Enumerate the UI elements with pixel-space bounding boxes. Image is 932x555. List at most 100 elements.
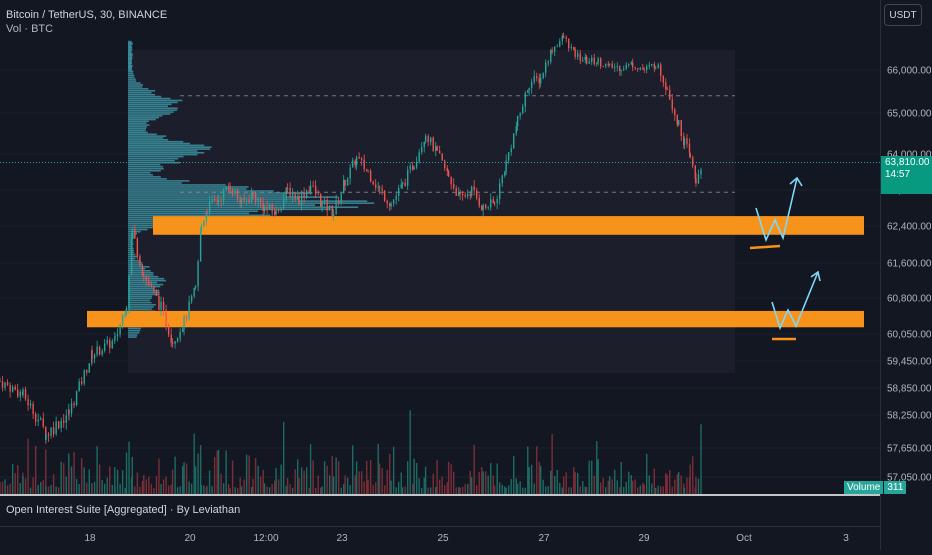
candle-body: [240, 197, 243, 204]
profile-bar: [128, 200, 368, 202]
candle-body: [305, 190, 308, 198]
candle-body: [383, 190, 386, 201]
volume-bar: [50, 485, 52, 494]
profile-bar: [128, 118, 156, 121]
volume-bar: [303, 470, 305, 494]
profile-bar: [128, 99, 183, 102]
price-tick-label: 58,850.00: [887, 384, 932, 395]
volume-bar: [418, 478, 420, 494]
candle-body: [591, 57, 593, 62]
candle-body: [170, 334, 172, 343]
volume-bar: [504, 486, 506, 494]
candle-body: [297, 196, 299, 199]
volume-bar: [692, 456, 694, 494]
time-tick-label: 12:00: [253, 533, 278, 544]
volume-bar: [213, 457, 216, 494]
volume-bar: [620, 461, 622, 494]
candle-body: [266, 206, 268, 210]
volume-bar: [298, 478, 300, 494]
volume-bar: [211, 486, 213, 494]
candle-body: [605, 63, 607, 67]
volume-bar: [344, 475, 346, 494]
volume-bar: [11, 463, 14, 494]
candle-body: [171, 342, 174, 344]
volume-bar: [24, 478, 27, 494]
candle-body: [389, 203, 391, 207]
candle-body: [392, 199, 395, 204]
profile-bar: [128, 165, 164, 168]
candle-body: [452, 184, 455, 189]
candle-body: [686, 138, 688, 144]
time-axis[interactable]: 18 20 12:00 23 25 27 29 Oct 3: [84, 533, 849, 544]
candle-body: [83, 370, 85, 384]
candle-body: [600, 58, 602, 67]
candle-body: [616, 66, 618, 67]
volume-bar: [446, 482, 448, 494]
candle-body: [473, 186, 475, 191]
candle-body: [607, 63, 609, 65]
candle-body: [0, 381, 1, 383]
volume-bar: [143, 474, 145, 494]
candle-body: [507, 152, 510, 161]
candle-body: [225, 186, 227, 190]
candle-body: [337, 200, 340, 203]
profile-bar: [128, 59, 132, 62]
profile-bar: [128, 56, 133, 59]
candle-body: [444, 160, 446, 168]
volume-bar: [519, 481, 521, 494]
profile-bar: [128, 155, 184, 158]
candle-body: [206, 212, 208, 213]
volume-bar: [441, 476, 443, 494]
volume-bar: [605, 487, 607, 494]
last-price-value: 63,810.00: [885, 157, 930, 168]
profile-bar: [128, 62, 132, 64]
volume-bar: [176, 487, 179, 494]
price-tick-label: 57,650.00: [887, 444, 932, 455]
volume-bar: [150, 483, 153, 494]
profile-bar: [128, 124, 150, 126]
candle-body: [630, 62, 632, 64]
volume-bar: [467, 483, 469, 494]
volume-bar: [492, 475, 494, 494]
volume-bar: [447, 461, 450, 494]
candles: [0, 32, 702, 444]
volume-bar: [593, 475, 595, 494]
volume-bar: [114, 487, 116, 494]
profile-bar: [128, 285, 161, 288]
volume-bar: [637, 487, 639, 494]
volume-bar: [611, 479, 613, 494]
candle-body: [128, 275, 130, 308]
volume-bar: [111, 485, 113, 494]
volume-bar: [683, 487, 686, 494]
profile-bar: [128, 84, 144, 86]
candle-body: [309, 185, 312, 192]
volume-bar: [252, 478, 254, 494]
volume-bar: [326, 465, 328, 494]
candle-body: [669, 89, 671, 100]
volume-bar: [222, 483, 225, 494]
candle-body: [381, 188, 383, 191]
volume-bar: [297, 459, 299, 494]
volume-bar: [280, 464, 282, 494]
profile-bar: [128, 76, 135, 79]
volume-bar: [455, 487, 457, 494]
volume-bar: [88, 469, 90, 494]
profile-bar: [128, 107, 178, 110]
volume-bar: [148, 476, 150, 494]
candle-body: [86, 370, 88, 373]
candle-body: [694, 165, 696, 179]
volume-legend[interactable]: Vol · BTC: [6, 23, 54, 35]
candle-body: [176, 338, 179, 342]
candle-body: [91, 350, 93, 359]
symbol-title[interactable]: Bitcoin / TetherUS, 30, BINANCE: [6, 9, 168, 21]
candle-body: [492, 199, 494, 203]
candle-body: [236, 190, 239, 199]
profile-bar: [128, 67, 132, 70]
indicator-title[interactable]: Open Interest Suite [Aggregated] · By Le…: [6, 504, 241, 516]
volume-bar: [141, 480, 144, 494]
profile-bar: [128, 146, 212, 149]
volume-bar: [145, 479, 148, 494]
currency-button[interactable]: USDT: [884, 4, 922, 26]
